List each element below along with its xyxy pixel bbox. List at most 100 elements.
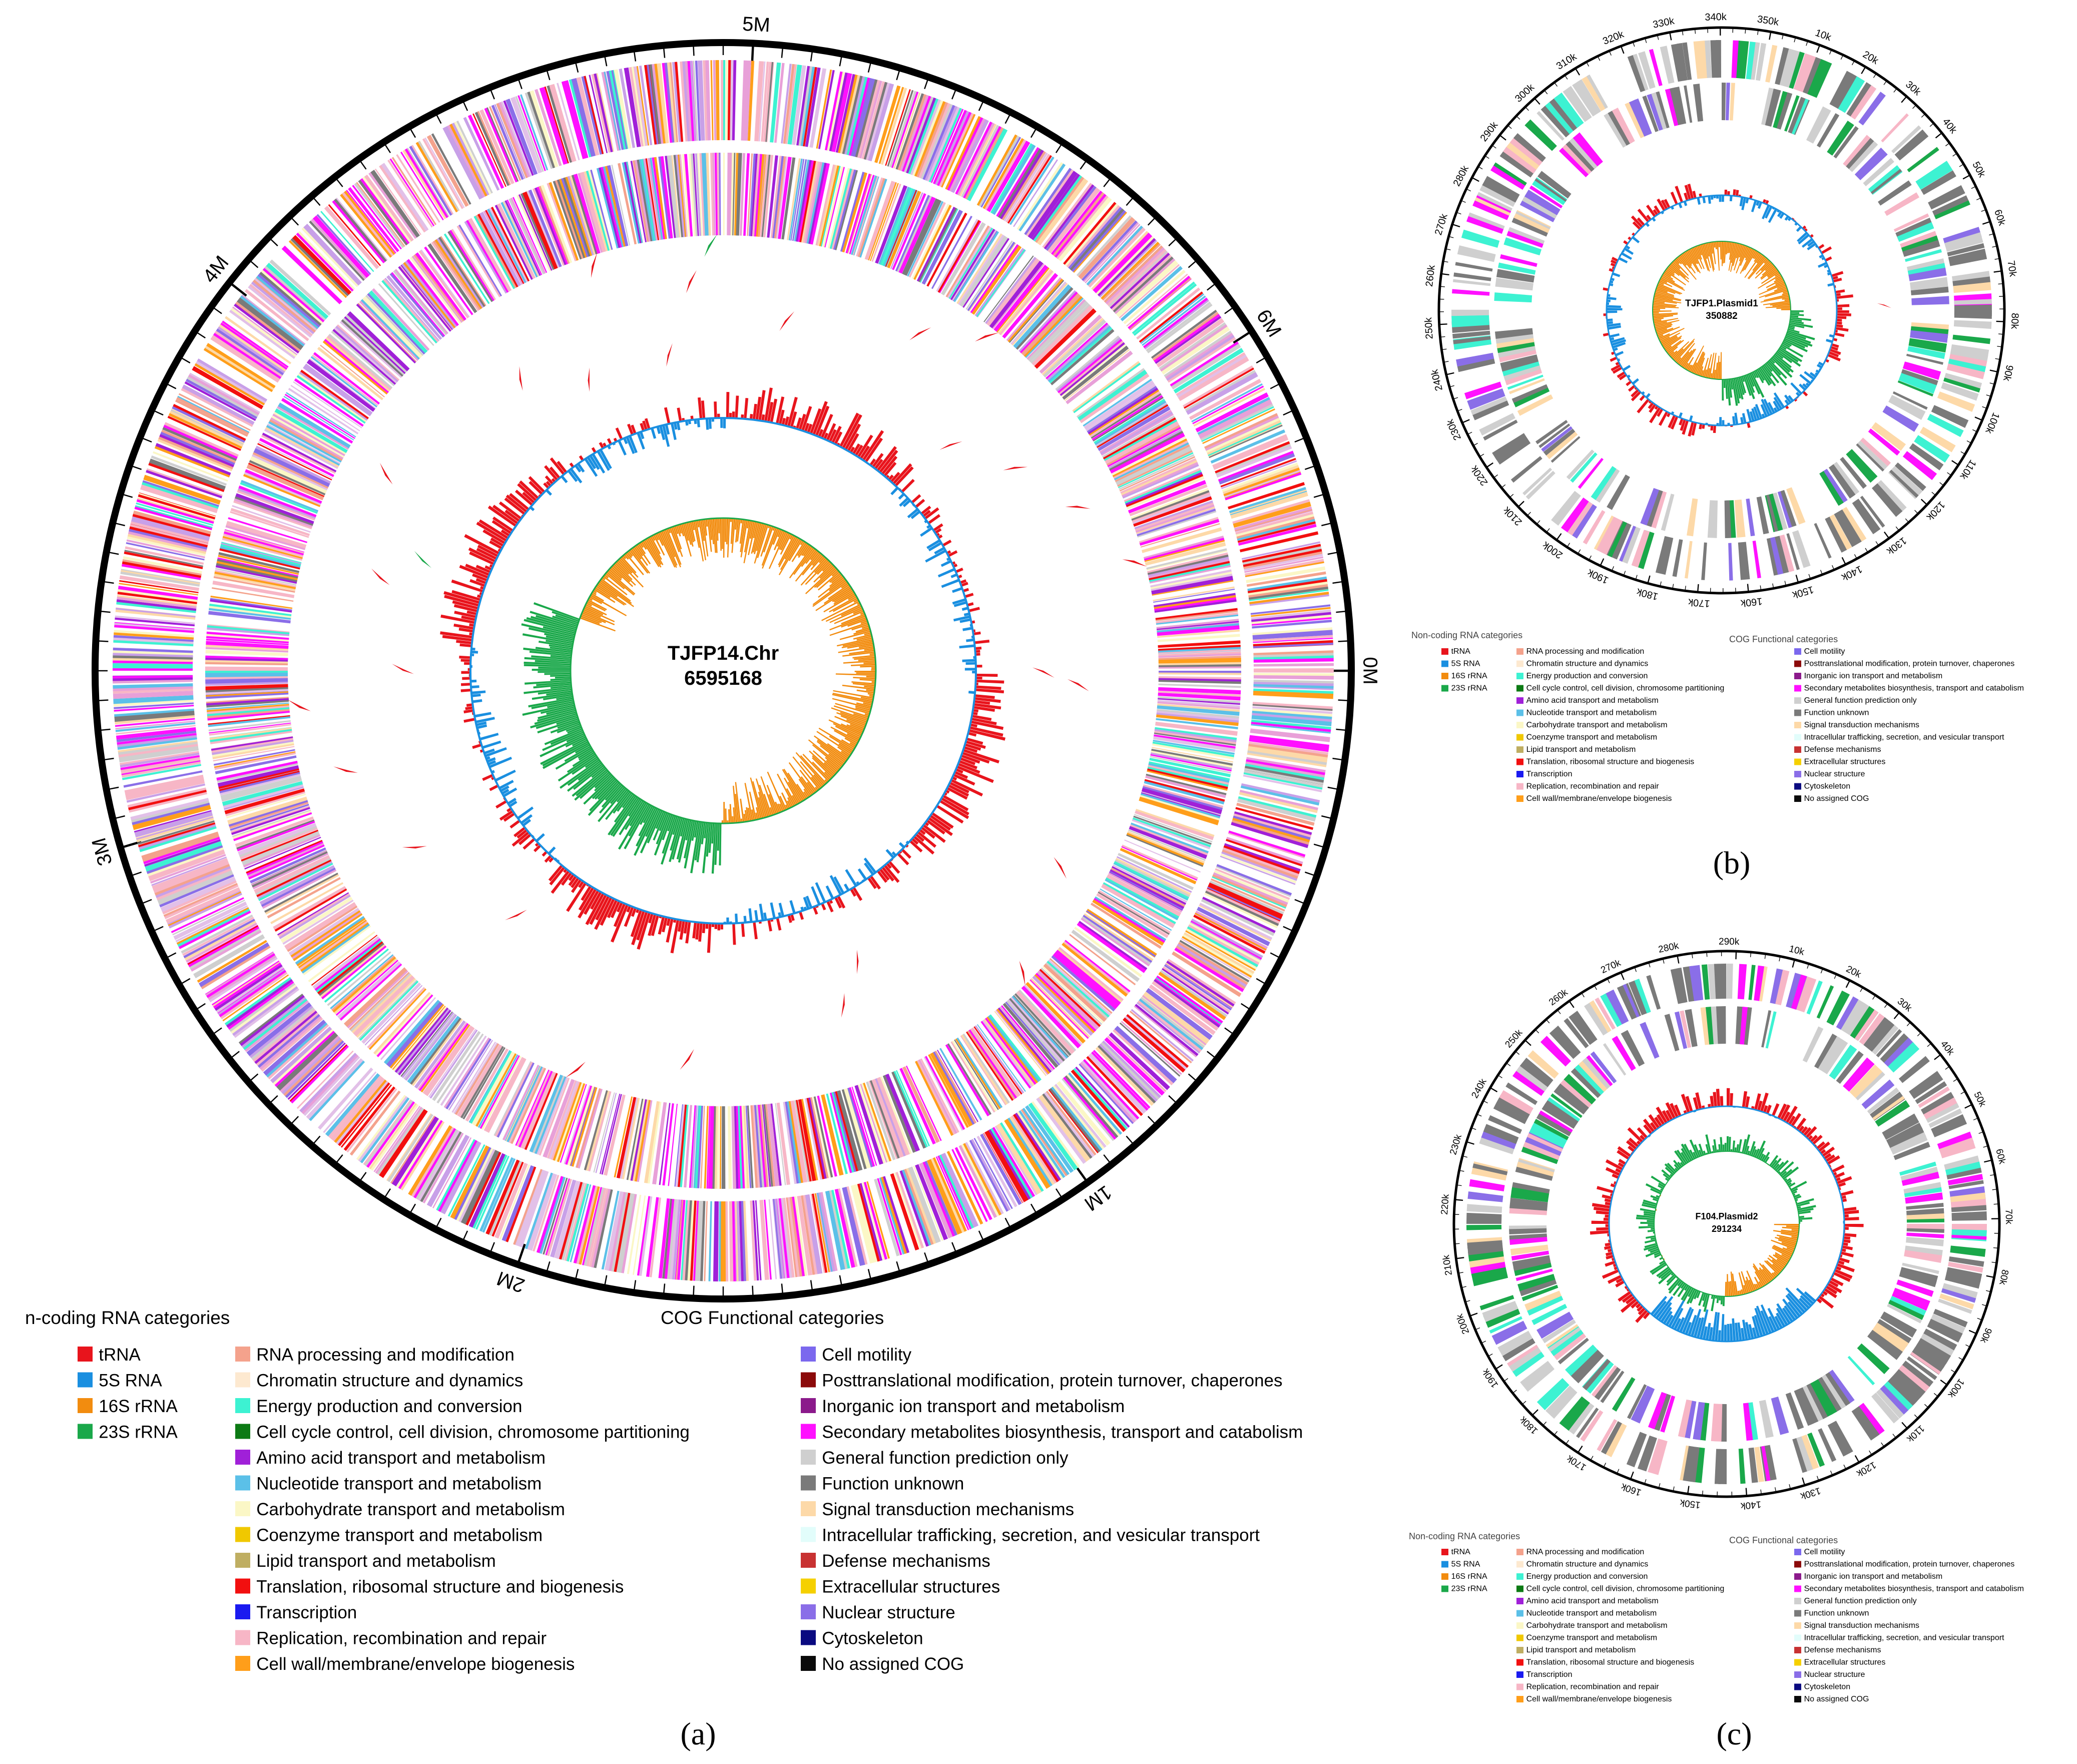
panel-a-gc-skew-bar bbox=[618, 558, 633, 574]
panel-a-cds-forward-feature bbox=[140, 484, 218, 514]
panel-a-gc-content-bar bbox=[677, 920, 683, 932]
panel-a-gc-skew-bar bbox=[800, 755, 827, 784]
panel-a-cds-reverse-feature bbox=[205, 650, 288, 656]
panel-a-cds-reverse-feature bbox=[752, 1105, 760, 1188]
panel-a-gc-skew-bar bbox=[740, 818, 743, 822]
panel-a-cds-reverse-feature bbox=[1148, 765, 1229, 785]
panel-a-gc-skew-bar bbox=[578, 762, 602, 781]
panel-b-gc-skew-bar bbox=[1767, 281, 1785, 290]
panel-a-gc-skew-bar bbox=[778, 535, 795, 566]
panel-a-cds-reverse-feature bbox=[695, 1105, 702, 1188]
panel-c-cds-forward-feature bbox=[1939, 1137, 1976, 1158]
panel-c-axis-label: 140k bbox=[1740, 1499, 1762, 1511]
panel-a-gc-skew-bar bbox=[737, 519, 741, 542]
panel-a-cog-legend-swatch bbox=[235, 1450, 250, 1465]
panel-b-gc-skew-bar bbox=[1660, 277, 1685, 291]
panel-a-gc-content-bar bbox=[871, 453, 884, 468]
panel-a-cds-reverse-feature bbox=[458, 224, 502, 297]
panel-b-gc-skew-bar bbox=[1770, 302, 1791, 306]
panel-a-cds-reverse-feature bbox=[1002, 273, 1059, 339]
panel-a-cds-forward-feature bbox=[117, 595, 197, 607]
panel-b-gc-content-bar bbox=[1708, 196, 1711, 204]
panel-a-gc-content-bar bbox=[811, 886, 821, 906]
panel-a-cds-reverse-feature bbox=[880, 187, 912, 265]
panel-a-cds-reverse-feature bbox=[1129, 826, 1208, 859]
panel-a-gc-skew-bar bbox=[531, 699, 574, 709]
panel-a-gc-content-bar bbox=[626, 905, 632, 913]
panel-a-cog-legend-label: Chromatin structure and dynamics bbox=[256, 1371, 523, 1391]
panel-b-cds-forward-feature bbox=[1786, 533, 1800, 570]
panel-a-gc-skew-bar bbox=[760, 776, 776, 815]
panel-a-gc-content-bar bbox=[662, 917, 668, 933]
panel-c-cds-forward-feature bbox=[1948, 1180, 1984, 1189]
panel-a-cds-forward-feature bbox=[1237, 521, 1316, 543]
panel-b-gc-skew-bar bbox=[1657, 326, 1680, 337]
panel-b-cog-legend-swatch bbox=[1794, 722, 1801, 728]
panel-a-cds-reverse-feature bbox=[373, 992, 431, 1055]
panel-a-cds-reverse-feature bbox=[1119, 456, 1196, 492]
panel-a-gc-content-bar bbox=[666, 917, 671, 926]
panel-a-cds-forward-feature bbox=[1152, 981, 1219, 1031]
panel-b-cds-reverse-feature bbox=[1500, 254, 1537, 267]
panel-b-cds-reverse-feature bbox=[1500, 354, 1538, 372]
panel-c-cds-reverse-feature bbox=[1906, 1237, 1944, 1246]
panel-a-cds-reverse-feature bbox=[1156, 718, 1238, 730]
panel-b-cog-legend-label: Lipid transport and metabolism bbox=[1526, 745, 1636, 754]
panel-a-cds-reverse-feature bbox=[644, 1101, 660, 1183]
panel-b-tick bbox=[1962, 175, 1969, 180]
panel-a-gc-content-bar bbox=[518, 833, 532, 845]
panel-b-gc-content-bar bbox=[1757, 202, 1763, 209]
panel-c-cds-reverse-feature bbox=[1541, 1103, 1577, 1129]
panel-a-cds-reverse-feature bbox=[397, 1009, 451, 1076]
panel-a-tick bbox=[663, 1283, 666, 1295]
panel-b-cds-reverse-feature bbox=[1508, 227, 1545, 244]
panel-c-cds-forward-feature bbox=[1896, 1365, 1930, 1395]
panel-c-tick bbox=[1792, 960, 1795, 968]
panel-b-tick bbox=[1960, 451, 1965, 454]
panel-c-cds-reverse-feature bbox=[1711, 1404, 1718, 1442]
panel-a-cds-reverse-feature bbox=[786, 1101, 801, 1184]
panel-a-cds-forward-feature bbox=[1243, 551, 1323, 570]
panel-a-gc-content-bar bbox=[837, 895, 846, 909]
panel-a-gc-skew-bar bbox=[624, 800, 644, 830]
panel-a-cds-reverse-feature bbox=[1064, 349, 1130, 401]
panel-a-cds-reverse-feature bbox=[747, 153, 753, 236]
panel-b-cds-forward-feature bbox=[1693, 41, 1708, 79]
panel-a-gc-skew-bar bbox=[812, 744, 841, 769]
panel-a-cds-reverse-feature bbox=[1119, 454, 1195, 490]
panel-b-cds-reverse-feature bbox=[1908, 267, 1947, 281]
panel-a-cds-forward-feature bbox=[119, 575, 200, 591]
panel-a-cds-reverse-feature bbox=[518, 1070, 553, 1148]
panel-b-tick bbox=[1612, 566, 1615, 571]
panel-a-cds-reverse-feature bbox=[411, 1018, 463, 1086]
panel-b-gc-skew-bar bbox=[1653, 312, 1678, 315]
panel-a-cds-forward-feature bbox=[228, 982, 296, 1032]
panel-c-cds-reverse-feature bbox=[1511, 1250, 1549, 1261]
panel-a-gc-skew-bar bbox=[785, 804, 789, 810]
panel-b-cds-reverse-feature bbox=[1595, 469, 1620, 503]
panel-a-cds-forward-feature bbox=[505, 99, 537, 175]
panel-c-cds-forward-feature bbox=[1600, 993, 1623, 1027]
panel-c-cds-reverse-feature bbox=[1794, 1389, 1814, 1426]
panel-b-cog-legend-label: Inorganic ion transport and metabolism bbox=[1804, 672, 1943, 680]
panel-a-ncrna-marker bbox=[333, 766, 358, 773]
panel-a-cds-reverse-feature bbox=[618, 163, 637, 245]
panel-a-tick bbox=[1004, 113, 1011, 124]
panel-a-gc-skew-bar bbox=[629, 801, 646, 826]
panel-a-cds-forward-feature bbox=[266, 262, 329, 319]
panel-b-cds-forward-feature bbox=[1944, 373, 1982, 390]
panel-a-cds-reverse-feature bbox=[357, 302, 417, 362]
panel-b-gc-content-bar bbox=[1684, 192, 1689, 201]
panel-a-cds-forward-feature bbox=[1009, 156, 1055, 225]
panel-a-gc-skew-bar bbox=[735, 793, 739, 823]
panel-a-cds-forward-feature bbox=[241, 294, 306, 345]
panel-a-cds-reverse-feature bbox=[1042, 966, 1104, 1024]
panel-a-cds-reverse-feature bbox=[973, 1026, 1022, 1095]
panel-b-tick bbox=[1895, 526, 1899, 530]
panel-a-cds-reverse-feature bbox=[346, 969, 408, 1029]
panel-a-gc-skew-baseline bbox=[570, 517, 877, 824]
panel-b-cds-forward-feature bbox=[1860, 496, 1885, 528]
panel-b-cds-reverse-feature bbox=[1772, 492, 1788, 530]
panel-b-gc-content-bar bbox=[1799, 373, 1812, 384]
panel-a-cds-forward-feature bbox=[820, 1192, 838, 1271]
